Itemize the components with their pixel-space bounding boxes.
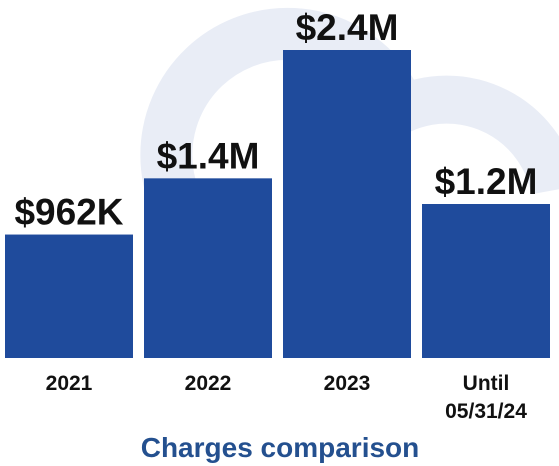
x-tick-label-2: 2022 — [185, 372, 232, 395]
x-tick-label-4: Until 05/31/24 — [445, 372, 527, 423]
bar-1 — [5, 234, 133, 358]
value-label-2: $1.4M — [157, 135, 260, 176]
x-tick-label-line: Until — [463, 372, 510, 395]
bar-4 — [422, 204, 550, 358]
x-tick-label-3: 2023 — [324, 372, 371, 395]
x-tick-label-line: 05/31/24 — [445, 400, 527, 423]
chart-title: Charges comparison — [141, 432, 420, 463]
value-label-1: $962K — [14, 192, 123, 233]
value-label-3: $2.4M — [296, 7, 399, 48]
bar-2 — [144, 178, 272, 358]
x-tick-label-line: 2021 — [46, 372, 93, 395]
value-labels-group: $962K $1.4M $2.4M $1.2M — [14, 7, 537, 233]
x-tick-label-1: 2021 — [46, 372, 93, 395]
x-tick-labels-group: 2021 2022 2023 Until 05/31/24 — [46, 372, 528, 423]
x-tick-label-line: 2023 — [324, 372, 371, 395]
x-tick-label-line: 2022 — [185, 372, 232, 395]
watermark-ring-right — [389, 75, 559, 195]
value-label-4: $1.2M — [435, 161, 538, 202]
bars-group — [5, 50, 550, 358]
bar-3 — [283, 50, 411, 358]
